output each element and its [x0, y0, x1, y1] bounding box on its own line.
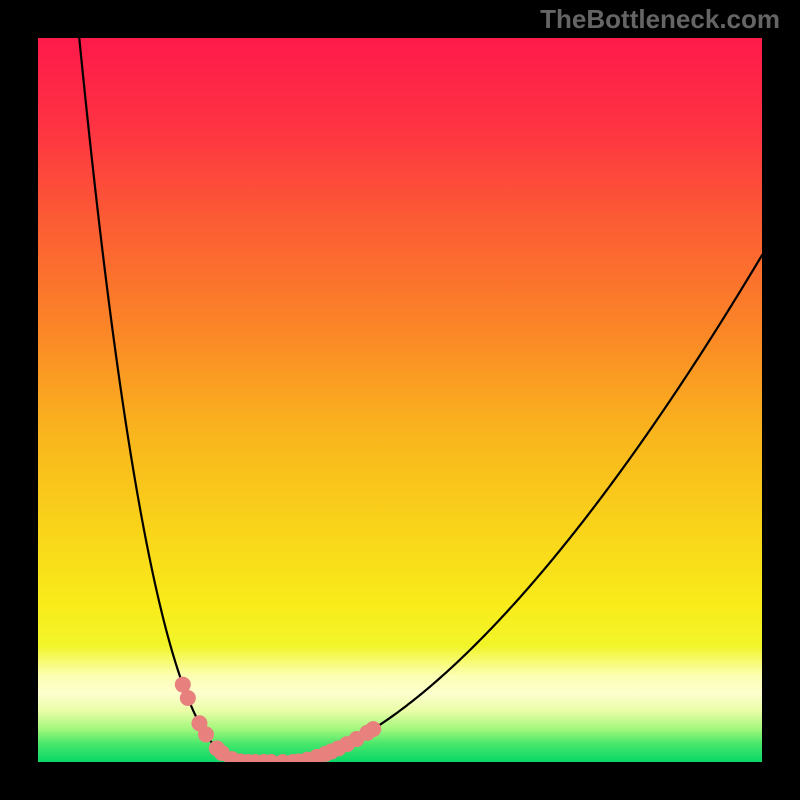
gradient-background — [38, 38, 762, 762]
plot-svg — [38, 38, 762, 762]
data-marker — [180, 690, 196, 706]
plot-area — [38, 38, 762, 762]
chart-root: TheBottleneck.com — [0, 0, 800, 800]
watermark-text: TheBottleneck.com — [540, 4, 780, 35]
data-marker — [365, 721, 381, 737]
data-marker — [198, 726, 214, 742]
